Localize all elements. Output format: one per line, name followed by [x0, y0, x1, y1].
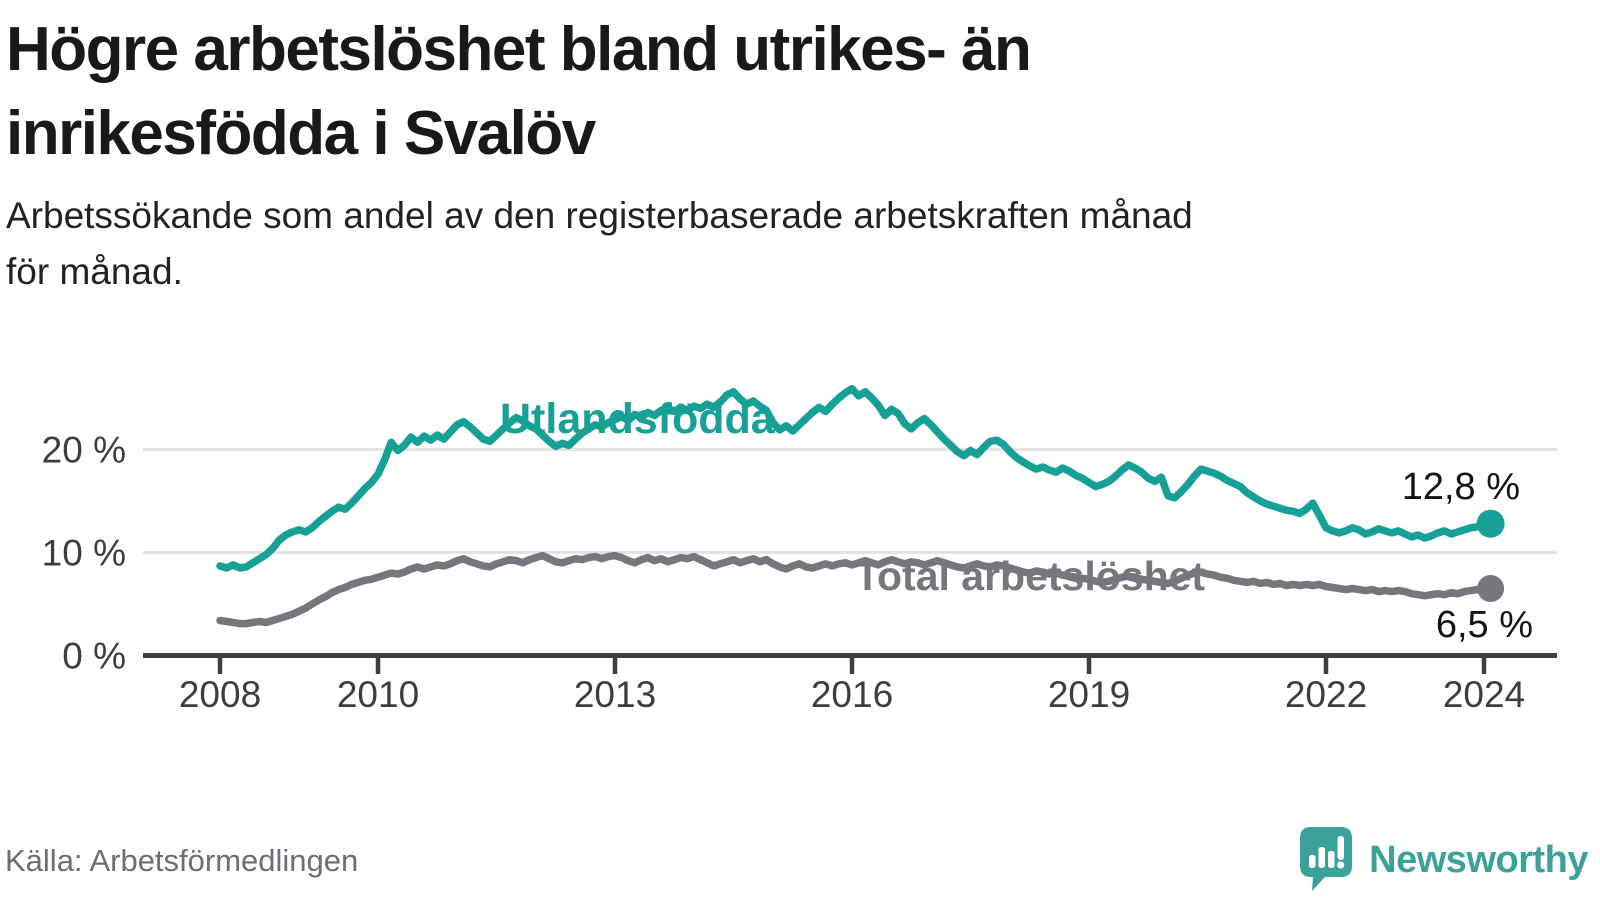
- logo-bar-2: [1318, 847, 1326, 868]
- series-line-total: [216, 551, 1495, 628]
- page-title: Högre arbetslöshet bland utrikes- än inr…: [6, 15, 1032, 168]
- logo-bubble-shape: [1300, 827, 1353, 891]
- y-tick-label: 0 %: [62, 636, 126, 677]
- gridlines: [143, 448, 1557, 554]
- x-tick-label: 2008: [179, 674, 261, 715]
- logo-exclamation-dot: [1337, 861, 1345, 869]
- series-end-dot-total: [1477, 575, 1505, 602]
- series-line-utlandsfodda: [216, 384, 1495, 572]
- y-tick-label: 10 %: [42, 533, 126, 574]
- logo-bar-3: [1328, 851, 1335, 868]
- brand-name: Newsworthy: [1369, 838, 1588, 881]
- series-label-utlandsfodda: Utlandsfödda: [500, 395, 776, 443]
- newsworthy-logo-icon: [1300, 827, 1353, 891]
- end-value-label-total: 6,5 %: [1436, 604, 1533, 646]
- logo-bar-1: [1309, 855, 1316, 868]
- y-tick-label: 20 %: [42, 430, 126, 471]
- series-end-dot-utlandsfodda: [1476, 509, 1505, 538]
- data-series: [216, 384, 1505, 628]
- x-tick-label: 2019: [1048, 674, 1130, 715]
- x-tick-label: 2013: [574, 674, 656, 715]
- series-label-total: Total arbetslöshet: [855, 553, 1205, 599]
- newsworthy-logo: Newsworthy: [1299, 826, 1588, 894]
- y-axis-labels: 0 % 10 % 20 %: [42, 430, 126, 677]
- x-tick-label: 2022: [1285, 674, 1367, 715]
- end-value-label-utlandsfodda: 12,8 %: [1402, 466, 1520, 508]
- x-tick-label: 2010: [337, 674, 419, 715]
- logo-exclamation-bar: [1337, 836, 1345, 860]
- source-note: Källa: Arbetsförmedlingen: [5, 843, 359, 878]
- x-axis-ticks: 2008 2010 2013 2016 2019 2022 2024: [179, 658, 1525, 715]
- x-tick-label: 2024: [1443, 674, 1525, 715]
- page-subtitle: Arbetssökande som andel av den registerb…: [6, 195, 1193, 292]
- x-tick-label: 2016: [811, 674, 893, 715]
